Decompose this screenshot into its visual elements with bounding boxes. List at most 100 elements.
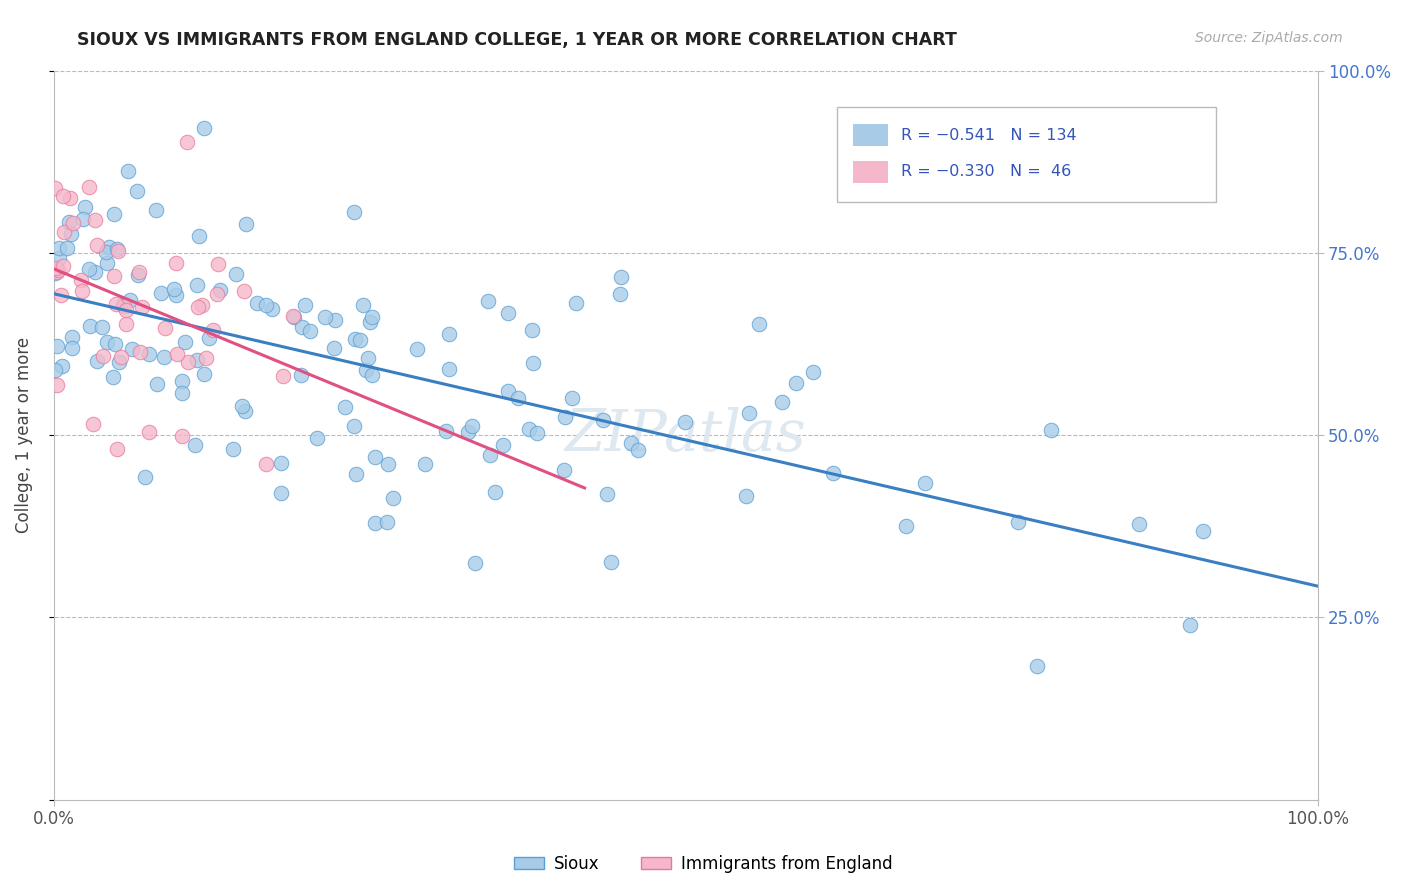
Point bbox=[186, 277, 208, 292]
Point bbox=[149, 286, 172, 301]
Point bbox=[170, 429, 193, 443]
Point bbox=[477, 293, 499, 308]
Point bbox=[222, 442, 245, 457]
Point bbox=[84, 213, 107, 227]
Point bbox=[91, 320, 114, 334]
Point bbox=[145, 376, 167, 391]
Point bbox=[460, 418, 482, 433]
Point bbox=[201, 323, 224, 337]
Point bbox=[406, 342, 429, 356]
Point bbox=[134, 470, 156, 484]
Point bbox=[72, 211, 94, 226]
Point bbox=[207, 257, 229, 271]
Point bbox=[51, 359, 73, 373]
Point bbox=[112, 298, 135, 312]
Point bbox=[283, 310, 305, 325]
Point bbox=[554, 410, 576, 425]
Point bbox=[508, 391, 530, 405]
Point bbox=[128, 264, 150, 278]
Point bbox=[105, 243, 128, 257]
Point bbox=[291, 320, 314, 334]
Point bbox=[246, 295, 269, 310]
Point bbox=[60, 341, 83, 355]
Point bbox=[73, 200, 96, 214]
Y-axis label: College, 1 year or more: College, 1 year or more bbox=[15, 337, 32, 533]
Point bbox=[96, 256, 118, 270]
Point bbox=[44, 266, 66, 280]
Bar bbox=[852, 124, 889, 146]
Point bbox=[596, 487, 619, 501]
Point bbox=[270, 485, 292, 500]
Point bbox=[62, 216, 84, 230]
Point bbox=[738, 405, 761, 419]
Point bbox=[186, 353, 208, 368]
Point bbox=[323, 313, 346, 327]
Point bbox=[187, 300, 209, 314]
Point bbox=[437, 327, 460, 342]
Point bbox=[82, 417, 104, 431]
Point bbox=[44, 181, 66, 195]
Point bbox=[191, 298, 214, 312]
Point bbox=[121, 342, 143, 356]
Point bbox=[457, 425, 479, 439]
Point bbox=[673, 416, 696, 430]
Point bbox=[138, 425, 160, 440]
Point bbox=[127, 268, 149, 282]
Point bbox=[79, 318, 101, 333]
Point bbox=[131, 301, 153, 315]
Point bbox=[77, 262, 100, 277]
Text: ZIPatlas: ZIPatlas bbox=[565, 407, 807, 464]
Point bbox=[496, 305, 519, 319]
Point bbox=[496, 384, 519, 398]
Point bbox=[610, 270, 633, 285]
Point bbox=[377, 458, 399, 472]
Point bbox=[176, 355, 198, 369]
Point bbox=[101, 369, 124, 384]
Point bbox=[526, 425, 548, 440]
Point bbox=[69, 273, 91, 287]
Text: R = −0.330   N =  46: R = −0.330 N = 46 bbox=[901, 164, 1071, 179]
Point bbox=[170, 385, 193, 400]
Point bbox=[98, 240, 121, 254]
Point bbox=[375, 516, 398, 530]
Point bbox=[138, 347, 160, 361]
Point bbox=[434, 424, 457, 438]
Point bbox=[165, 256, 187, 270]
Point bbox=[273, 369, 295, 384]
Point bbox=[627, 443, 650, 458]
Point bbox=[60, 330, 83, 344]
Point bbox=[188, 229, 211, 244]
Point bbox=[45, 260, 67, 275]
Point bbox=[785, 376, 807, 390]
Point bbox=[357, 351, 380, 365]
Point bbox=[343, 419, 366, 434]
Point bbox=[346, 467, 368, 482]
Point bbox=[464, 556, 486, 570]
Point bbox=[70, 284, 93, 298]
Point bbox=[52, 189, 75, 203]
Point bbox=[823, 466, 845, 480]
Point bbox=[294, 298, 316, 312]
Text: Source: ZipAtlas.com: Source: ZipAtlas.com bbox=[1195, 31, 1343, 45]
Point bbox=[609, 286, 631, 301]
Point bbox=[128, 345, 150, 359]
Point bbox=[235, 218, 257, 232]
Point bbox=[115, 317, 138, 331]
Point bbox=[361, 368, 384, 383]
Point bbox=[314, 310, 336, 324]
Point bbox=[117, 163, 139, 178]
Point bbox=[51, 288, 73, 302]
Point bbox=[349, 333, 371, 347]
Point bbox=[59, 227, 82, 241]
Point bbox=[48, 251, 70, 265]
Point bbox=[165, 288, 187, 302]
Text: SIOUX VS IMMIGRANTS FROM ENGLAND COLLEGE, 1 YEAR OR MORE CORRELATION CHART: SIOUX VS IMMIGRANTS FROM ENGLAND COLLEGE… bbox=[77, 31, 957, 49]
Point bbox=[46, 265, 69, 279]
Point bbox=[413, 458, 436, 472]
Point bbox=[233, 404, 256, 418]
Point bbox=[55, 240, 77, 254]
Point bbox=[522, 323, 544, 337]
FancyBboxPatch shape bbox=[838, 107, 1216, 202]
Point bbox=[517, 422, 540, 436]
Point bbox=[361, 310, 384, 324]
